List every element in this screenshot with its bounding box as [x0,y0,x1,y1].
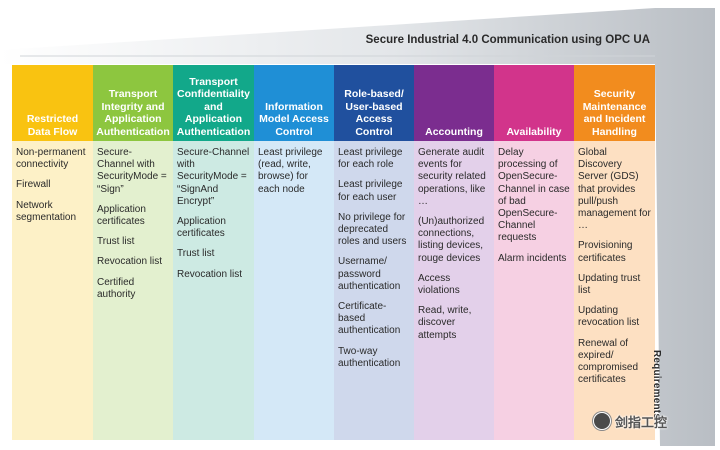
column-header: Transport Integrity and Application Auth… [93,65,173,141]
column-restricted-data-flow: Restricted Data Flow Non-permanent conne… [12,65,93,440]
column-header: Transport Confidentiality and Applicatio… [173,65,254,141]
column-role-based-access-control: Role-based/ User-based Access Control Le… [334,65,414,440]
requirement-item: Renewal of expired/ compromised certific… [578,337,639,386]
column-header-text: Transport Confidentiality and Applicatio… [176,75,251,138]
column-body: Generate audit events for security relat… [414,141,494,440]
column-body: Non-permanent connectivity Firewall Netw… [12,141,93,440]
column-header: Availability [494,65,574,141]
watermark-text: 剑指工控 [615,414,668,430]
column-body: Least privilege for each role Least priv… [334,141,414,440]
wechat-logo-icon [593,412,611,430]
column-information-model-access-control: Information Model Access Control Least p… [254,65,334,440]
column-header-text: Transport Integrity and Application Auth… [96,88,170,138]
column-transport-confidentiality: Transport Confidentiality and Applicatio… [173,65,254,440]
requirement-item: Revocation list [177,268,243,280]
requirement-item: Revocation list [97,256,163,268]
requirement-item: No privilege for deprecated roles and us… [338,211,407,248]
requirement-item: Updating revocation list [578,305,640,329]
column-body: Delay processing of OpenSecure-Channel i… [494,141,574,440]
requirement-item: Provisioning certificates [578,240,633,264]
requirement-item: Access violations [418,272,460,297]
requirement-item: Trust list [177,248,215,260]
column-header-text: Availability [506,125,562,138]
requirement-item: Updating trust list [578,272,641,297]
requirement-item: Secure-Channel with SecurityMode = “Sign… [177,147,250,207]
requirement-item: Username/ password authentication [338,256,401,292]
requirement-item: Application certificates [97,203,146,228]
column-header: Security Maintenance and Incident Handli… [574,65,655,141]
column-availability: Availability Delay processing of OpenSec… [494,65,574,440]
watermark: 剑指工控 [593,410,703,432]
requirement-item: Read, write, discover attempts [418,305,472,341]
requirement-item: Certified authority [97,276,136,300]
requirement-item: Least privilege for each role [338,147,403,171]
column-header: Restricted Data Flow [12,65,93,141]
column-header: Accounting [414,65,494,141]
requirement-item: Trust list [97,236,135,248]
requirement-item: Generate audit events for security relat… [418,147,486,207]
requirement-item: Application certificates [177,216,226,240]
requirement-item: Least privilege (read, write, browse) fo… [258,147,323,195]
column-header-text: Security Maintenance and Incident Handli… [582,88,647,138]
column-body: Secure-Channel with SecurityMode = “Sign… [93,141,173,440]
column-header-text: Restricted Data Flow [26,113,79,138]
column-header-text: Role-based/ User-based Access Control [344,88,404,138]
requirement-item: Certificate-based authentication [338,301,401,337]
column-body: Global Discovery Server (GDS) that provi… [574,141,655,440]
column-body: Secure-Channel with SecurityMode = “Sign… [173,141,254,440]
column-security-maintenance: Security Maintenance and Incident Handli… [574,65,655,440]
column-transport-integrity: Transport Integrity and Application Auth… [93,65,173,440]
column-header: Role-based/ User-based Access Control [334,65,414,141]
requirement-item: Least privilege for each user [338,179,403,203]
requirement-item: Global Discovery Server (GDS) that provi… [578,147,651,232]
requirement-item: Two-way authentication [338,345,401,369]
requirements-grid: Restricted Data Flow Non-permanent conne… [12,65,655,440]
column-accounting: Accounting Generate audit events for sec… [414,65,494,440]
column-body: Least privilege (read, write, browse) fo… [254,141,334,440]
requirement-item: Network segmentation [16,199,77,223]
requirement-item: Secure-Channel with SecurityMode = “Sign… [97,147,167,195]
column-header: Information Model Access Control [254,65,334,141]
diagram-title: Secure Industrial 4.0 Communication usin… [365,34,650,46]
requirement-item: Delay processing of OpenSecure-Channel i… [498,147,570,244]
requirement-item: (Un)authorized connections, listing devi… [418,216,485,264]
requirement-item: Firewall [16,179,51,191]
column-header-text: Information Model Access Control [259,100,329,138]
requirement-item: Non-permanent connectivity [16,147,86,171]
requirement-item: Alarm incidents [498,252,567,264]
column-header-text: Accounting [425,125,483,138]
